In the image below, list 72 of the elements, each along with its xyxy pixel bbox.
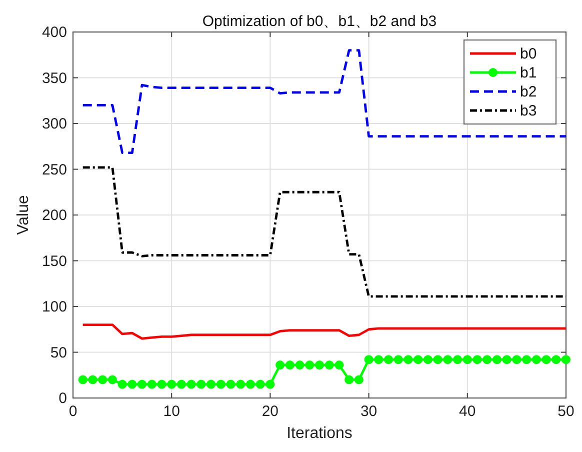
point: [374, 355, 384, 364]
point: [404, 355, 413, 364]
y-tick-label: 50: [50, 344, 67, 362]
point: [394, 355, 403, 364]
point: [502, 355, 512, 364]
point: [324, 360, 334, 370]
x-tick-label: 20: [262, 403, 279, 420]
point: [472, 355, 482, 364]
point: [532, 355, 541, 364]
point: [186, 380, 196, 389]
point: [423, 355, 432, 364]
point: [147, 380, 156, 389]
y-tick-label: 250: [42, 161, 67, 178]
point: [276, 360, 285, 370]
point: [384, 355, 394, 364]
x-tick-label: 40: [459, 403, 476, 420]
point: [443, 355, 452, 364]
point: [285, 360, 294, 370]
point: [492, 355, 502, 364]
legend-label: b0: [520, 46, 537, 62]
point: [562, 355, 570, 364]
point: [196, 380, 206, 389]
point: [512, 355, 522, 364]
point: [226, 380, 236, 389]
point: [216, 380, 226, 389]
x-tick-label: 0: [68, 403, 78, 420]
point: [482, 355, 492, 364]
point: [334, 360, 344, 370]
point: [118, 380, 127, 389]
point: [256, 380, 265, 389]
point: [542, 355, 551, 364]
point: [354, 375, 364, 384]
point: [364, 355, 374, 364]
point: [157, 380, 166, 389]
legend-label: b3: [520, 102, 537, 120]
y-axis-title: Value: [15, 195, 32, 235]
point: [167, 380, 176, 389]
point: [522, 355, 532, 364]
point: [128, 380, 137, 389]
y-tick-label: 150: [42, 252, 67, 270]
point: [98, 375, 108, 384]
point: [108, 375, 117, 384]
point: [266, 380, 275, 389]
y-tick-label: 300: [42, 116, 67, 132]
point: [206, 380, 216, 389]
point: [414, 355, 423, 364]
y-tick-label: 100: [42, 298, 67, 316]
point: [246, 380, 255, 389]
point: [176, 380, 186, 389]
y-tick-label: 0: [58, 390, 67, 407]
point: [552, 355, 561, 364]
y-tick-label: 400: [42, 24, 67, 41]
chart-title: Optimization of b0、b1、b2 and b3: [202, 13, 437, 30]
x-tick-label: 50: [558, 403, 574, 420]
legend-label: b1: [520, 64, 537, 82]
point: [305, 360, 314, 370]
point: [462, 355, 472, 364]
y-tick-label: 200: [42, 207, 67, 224]
point: [138, 380, 147, 389]
point: [344, 375, 354, 384]
point: [236, 380, 246, 389]
point: [88, 375, 98, 384]
x-tick-label: 10: [163, 403, 180, 420]
point: [315, 360, 324, 370]
y-tick-label: 350: [42, 70, 67, 87]
point: [453, 355, 462, 364]
point: [433, 355, 442, 364]
x-tick-label: 30: [360, 403, 378, 420]
x-axis-title: Iterations: [286, 425, 352, 442]
legend-label: b2: [520, 84, 537, 100]
point: [295, 360, 304, 370]
point: [78, 375, 88, 384]
